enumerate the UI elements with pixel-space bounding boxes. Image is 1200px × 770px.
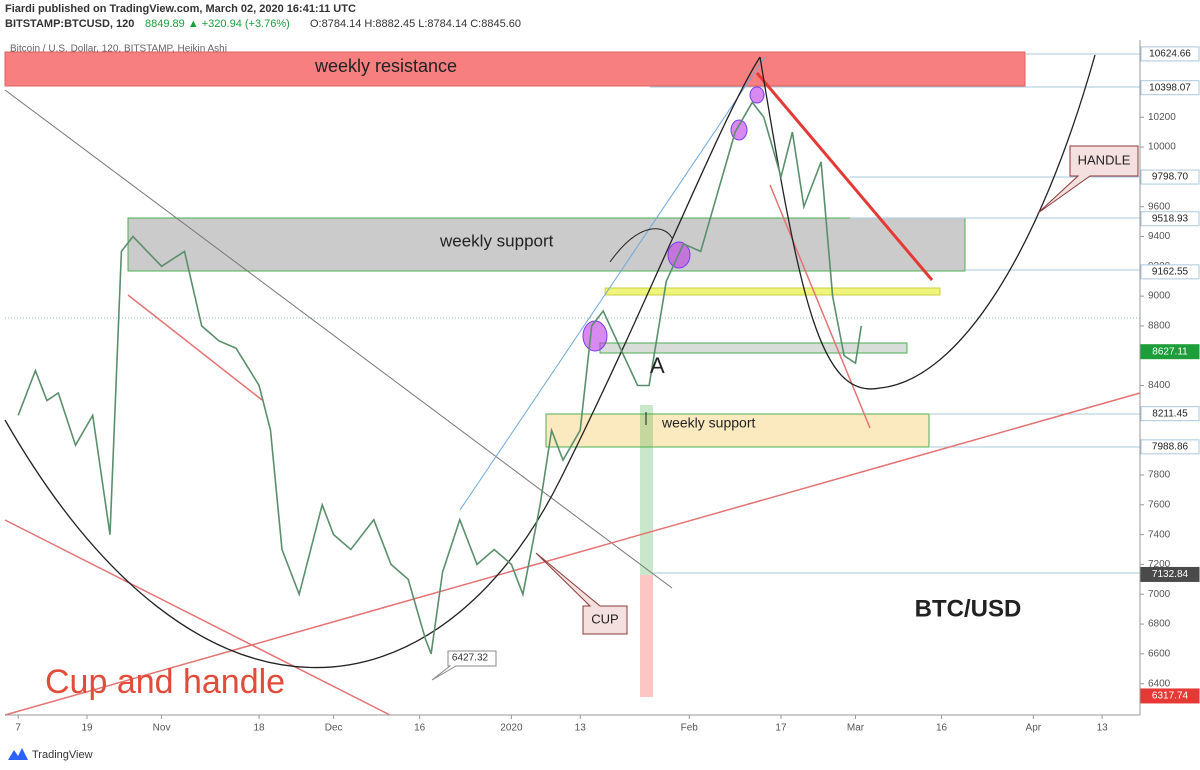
x-tick-label: Nov — [153, 723, 171, 734]
y-tick-label: 9000 — [1148, 291, 1171, 302]
y-tick-label: 10200 — [1148, 112, 1176, 123]
level-label: 10624.66 — [1149, 49, 1191, 60]
level-label-box — [1140, 566, 1200, 582]
x-tick-label: 13 — [575, 723, 587, 734]
resistance-zone — [4, 51, 1026, 87]
publisher: Fiardi published on TradingView.com, Mar… — [5, 3, 356, 15]
y-tick-label: 6400 — [1148, 678, 1171, 689]
x-tick-label: 2020 — [500, 723, 523, 734]
logo — [8, 748, 28, 760]
y-tick-label: 7800 — [1148, 470, 1171, 481]
highlight — [749, 86, 765, 104]
y-tick-label: 10000 — [1148, 142, 1176, 153]
level-label: 8211.45 — [1152, 408, 1188, 419]
callout — [1037, 145, 1139, 214]
level-label-box — [1140, 439, 1200, 455]
y-tick-label: 6800 — [1148, 619, 1171, 630]
annotation: CUP — [591, 611, 618, 626]
support-zone — [127, 217, 966, 272]
x-tick-label: Mar — [847, 723, 865, 734]
x-tick-label: Feb — [681, 723, 699, 734]
zone — [599, 342, 908, 354]
brand: TradingView — [32, 749, 93, 761]
y-tick-label: 9600 — [1148, 201, 1171, 212]
x-tick-label: Apr — [1026, 723, 1042, 734]
y-tick-label: 8400 — [1148, 380, 1171, 391]
level-label-box — [1140, 211, 1200, 227]
x-tick-label: 13 — [1097, 723, 1109, 734]
y-tick-label: 9400 — [1148, 231, 1171, 242]
arrow — [609, 228, 673, 263]
footer: TradingView — [8, 748, 93, 761]
trendline — [4, 519, 391, 716]
y-tick-label: 7400 — [1148, 529, 1171, 540]
level-label: 10398.07 — [1149, 82, 1191, 93]
x-tick-label: 16 — [936, 723, 948, 734]
callout — [431, 650, 497, 681]
handle-curve — [759, 54, 1096, 390]
annotations: weekly resistance weekly support weekly … — [10, 44, 1139, 701]
annotation: HANDLE — [1078, 152, 1131, 167]
x-tick-label: 17 — [775, 723, 787, 734]
level-label-box — [1140, 344, 1200, 360]
level-label: 6317.74 — [1152, 691, 1189, 702]
y-tick-label: 7000 — [1148, 589, 1171, 600]
annotation: BTC/USD — [915, 595, 1022, 622]
level-label-box — [1140, 46, 1200, 62]
annotation: weekly support — [661, 415, 755, 431]
level-label-box — [1140, 264, 1200, 280]
x-tick-label: 16 — [414, 723, 426, 734]
symbol: BITSTAMP:BTCUSD, 120 — [5, 18, 134, 30]
level-label: 9798.70 — [1152, 172, 1189, 183]
x-tick-label: 18 — [254, 723, 266, 734]
callout — [535, 552, 628, 635]
trendline — [459, 56, 766, 511]
annotation: weekly resistance — [314, 56, 457, 76]
x-tick-label: Dec — [325, 723, 343, 734]
trendline — [4, 392, 1141, 716]
level-label: 9518.93 — [1152, 213, 1189, 224]
zone — [604, 287, 941, 296]
y-tick-label: 7200 — [1148, 559, 1171, 570]
annotation: 6427.32 — [452, 653, 489, 664]
range-down — [640, 575, 653, 697]
price-line — [17, 100, 863, 655]
support-zone — [545, 413, 930, 448]
level-label-box — [1140, 688, 1200, 704]
cup-curve — [4, 56, 761, 669]
annotation: Cup and handle — [45, 663, 285, 701]
trendline — [755, 72, 934, 281]
trendline — [4, 89, 673, 589]
quote: 8849.89 ▲ +320.94 (+3.76%) — [145, 18, 290, 30]
y-tick-label: 8800 — [1148, 321, 1171, 332]
x-tick-label: 19 — [81, 723, 93, 734]
plot-area — [4, 51, 1140, 697]
level-label-box — [1140, 406, 1200, 422]
level-label: 7132.84 — [1152, 569, 1189, 580]
level-label-box — [1140, 169, 1200, 185]
trendline — [127, 294, 263, 401]
range-up — [640, 405, 653, 575]
trendline — [769, 184, 871, 429]
annotation: A — [650, 353, 665, 378]
chart-title: Bitcoin / U.S. Dollar, 120, BITSTAMP, He… — [10, 44, 227, 55]
price-axis — [1140, 40, 1200, 715]
highlight — [582, 320, 608, 352]
level-label-box — [1140, 80, 1200, 96]
level-label: 9162.55 — [1152, 267, 1189, 278]
ohlc: O:8784.14 H:8882.45 L:8784.14 C:8845.60 — [310, 18, 521, 30]
y-tick-label: 7600 — [1148, 499, 1171, 510]
level-label: 7988.86 — [1152, 441, 1189, 452]
x-tick-label: 7 — [15, 723, 21, 734]
y-tick-label: 6600 — [1148, 649, 1171, 660]
annotation: weekly support — [439, 231, 554, 250]
drawings — [4, 54, 1141, 716]
level-label: 8627.11 — [1152, 346, 1188, 357]
